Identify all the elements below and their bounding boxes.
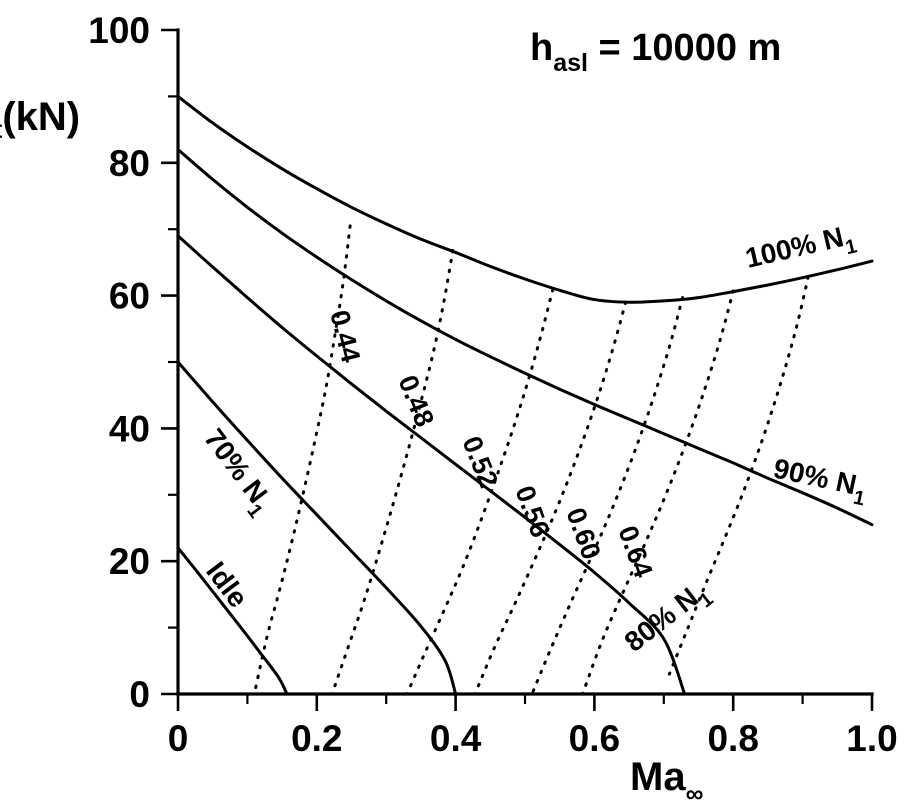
curve-label-100-percent: 100% N1: [742, 219, 859, 282]
annotation-text: hasl = 10000 m: [530, 27, 781, 77]
curve-label-100-percent-text: 100% N1: [742, 219, 859, 282]
contour-curve-0-52: [405, 288, 555, 696]
y-tick-label-0: 0: [129, 674, 150, 715]
contour-curve-0-48: [330, 248, 455, 696]
series-curve-90-n1: [176, 148, 874, 527]
curve-label-idle: Idle: [200, 556, 254, 613]
contour-curve-0-60: [530, 296, 685, 696]
x-tick-label-1: 0.2: [291, 718, 342, 759]
x-axis-title: Ma∞: [630, 755, 703, 805]
annotation-subscript: asl: [553, 49, 588, 77]
axes-group: 0 20 40 60 80 100 0 0.2 0.4 0.6 0.8 1.0: [88, 10, 897, 759]
curve-label-70-percent-text: 70% N1: [192, 423, 280, 522]
y-tick-label-3: 60: [109, 276, 150, 317]
series-curve-80-n1: [176, 234, 687, 696]
y-tick-label-4: 80: [109, 143, 150, 184]
y-axis-title: t(kN): [0, 95, 80, 144]
contour-curve-unlabeled-6: [667, 275, 810, 676]
contour-label-4: 0.60: [560, 504, 606, 564]
contour-label-5-text: 0.64: [612, 522, 658, 582]
x-tick-label-4: 0.8: [707, 718, 758, 759]
y-axis-title-units: (kN): [2, 95, 80, 139]
contour-label-2-text: 0.52: [456, 432, 504, 492]
contours-group: [252, 224, 810, 696]
series-curve-70-n1: [176, 360, 458, 696]
curve-label-70-percent-main: 70% N: [198, 423, 273, 509]
x-axis-title-subscript: ∞: [686, 780, 704, 805]
x-axis-title-main: Ma: [630, 755, 686, 799]
contour-label-4-text: 0.60: [560, 504, 606, 564]
curve-label-idle-main: Idle: [200, 556, 254, 613]
curve-label-100-percent-main: 100% N: [742, 221, 846, 274]
curves-group: [176, 94, 874, 696]
curve-label-100-percent-subscript: 1: [843, 235, 859, 259]
x-tick-label-2: 0.4: [430, 718, 482, 759]
y-tick-label-5: 100: [88, 10, 150, 51]
x-tick-label-5: 1.0: [846, 718, 897, 759]
curve-label-90-percent-main: 90% N: [771, 453, 860, 501]
annotation-base: h: [530, 27, 553, 69]
x-tick-label-3: 0.6: [569, 718, 620, 759]
y-axis-title-subscript: t: [0, 116, 3, 144]
x-tick-label-0: 0: [168, 718, 189, 759]
curve-label-70-percent: 70% N1: [192, 423, 280, 522]
series-curve-100-n1: [176, 94, 874, 304]
contour-curve-0-64: [581, 289, 735, 696]
annotation-hasl: hasl = 10000 m: [530, 27, 781, 77]
series-curve-idle: [176, 546, 289, 696]
curve-label-idle-text: Idle: [200, 556, 254, 613]
contour-label-5: 0.64: [612, 522, 658, 582]
contour-label-2: 0.52: [456, 432, 504, 492]
curve-label-90-percent-subscript: 1: [851, 487, 866, 511]
annotation-rest: = 10000 m: [588, 27, 781, 69]
contour-curve-0-44: [252, 224, 352, 696]
y-tick-label-1: 20: [109, 541, 150, 582]
y-tick-label-2: 40: [109, 408, 150, 449]
